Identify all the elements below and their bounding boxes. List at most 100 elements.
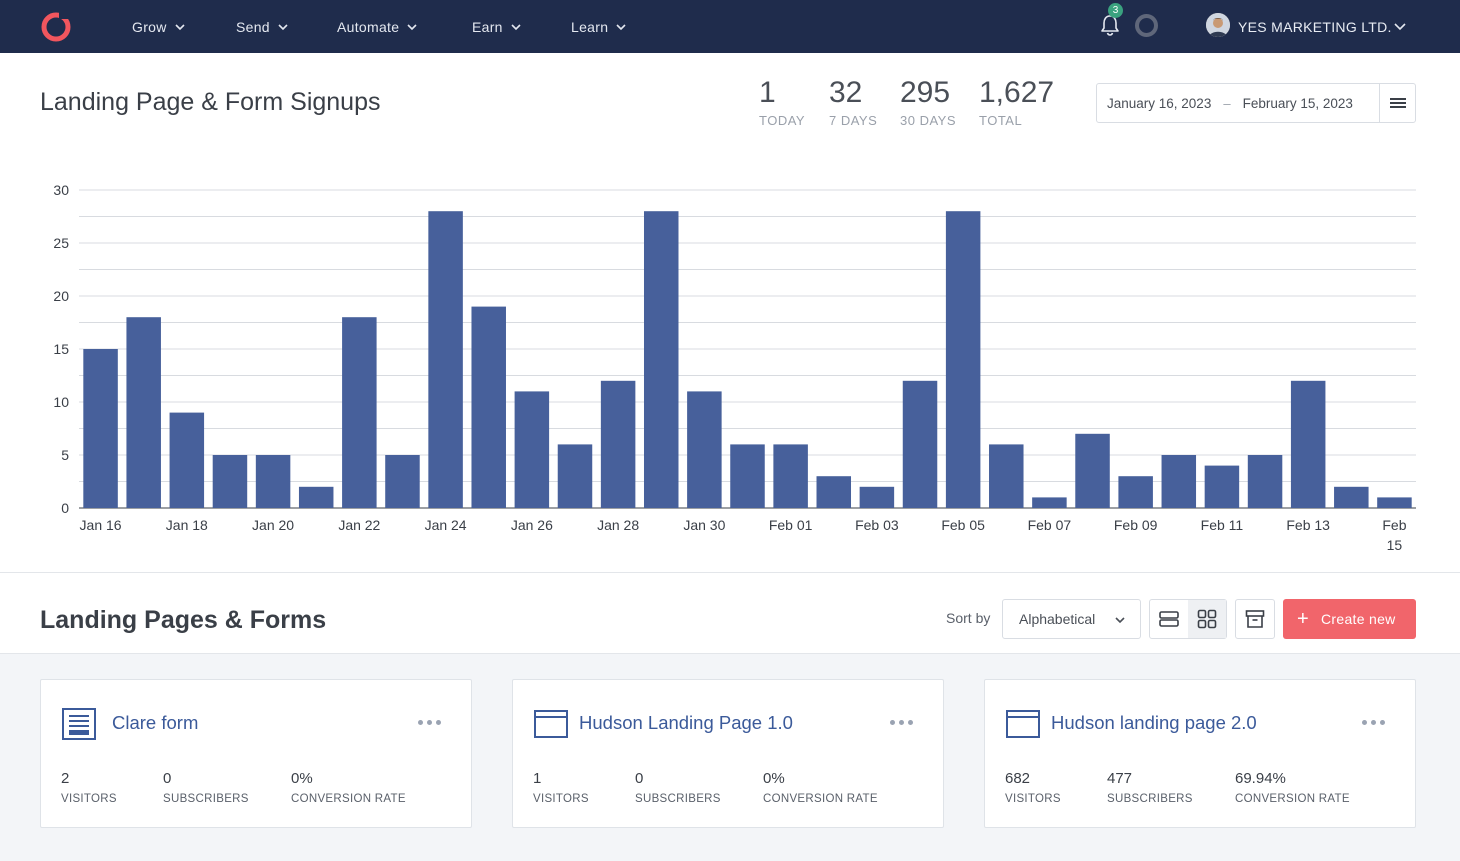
bar [1247,455,1283,508]
form-icon [62,708,96,740]
bar [687,391,722,508]
metric-label: CONVERSION RATE [763,793,878,805]
metric-label: VISITORS [1005,793,1061,805]
y-tick-label: 0 [61,500,69,516]
bar [1290,380,1326,508]
subscribers-metric: 477 SUBSCRIBERS [1107,770,1193,805]
chevron-down-icon [511,23,521,30]
nav-item-label: Learn [571,18,609,35]
bar [1204,465,1240,508]
signups-bar-chart: 0 5 10 15 20 25 30 Jan 16 Jan 18 Jan 20 Jan 22 Jan … [53,182,1416,553]
create-new-label: Create new [1320,611,1396,627]
x-tick-label: Jan 18 [166,517,208,533]
stat-label: 7 DAYS [829,113,878,128]
stat-today: 1 TODAY [759,76,805,128]
y-tick-label: 10 [53,394,69,410]
visitors-metric: 682 VISITORS [1005,770,1061,805]
date-start: January 16, 2023 [1107,95,1212,111]
chevron-down-icon [175,23,185,30]
more-options-icon[interactable] [418,720,441,725]
more-options-icon[interactable] [890,720,913,725]
x-tick-label: Jan 24 [425,517,467,533]
metric-value: 0% [291,770,313,787]
nav-item-earn[interactable]: Earn [472,0,522,53]
x-tick-label: Feb 15 [1382,517,1406,553]
subscribers-metric: 0 SUBSCRIBERS [163,770,249,805]
x-tick-label: Feb 01 [769,517,813,533]
x-tick-label: Feb 09 [1114,517,1158,533]
person-icon [1206,13,1230,37]
x-tick-label: Jan 28 [597,517,639,533]
bar [600,380,636,508]
card-title[interactable]: Hudson Landing Page 1.0 [579,712,793,733]
list-view-icon [1159,611,1179,627]
bar [1161,455,1197,508]
metric-value: 477 [1107,770,1133,787]
bar [859,486,895,508]
stat-label: 30 DAYS [900,113,957,128]
metric-label: SUBSCRIBERS [1107,793,1193,805]
conversion-rate-metric: 69.94% CONVERSION RATE [1235,770,1350,805]
page-card[interactable]: Clare form 2 VISITORS 0 SUBSCRIBERS 0% C… [40,679,472,828]
card-title[interactable]: Clare form [112,712,199,733]
page-title: Landing Page & Form Signups [40,88,381,116]
nav-item-send[interactable]: Send [236,0,289,53]
more-options-icon[interactable] [1362,720,1385,725]
chevron-down-icon [407,23,417,30]
bar [1334,486,1369,508]
nav-item-grow[interactable]: Grow [132,0,186,53]
stat-value: 1 [759,76,776,109]
y-tick-label: 30 [53,182,69,198]
nav-item-automate[interactable]: Automate [337,0,418,53]
x-tick-label: Jan 30 [683,517,725,533]
date-range-menu-button[interactable] [1379,84,1415,122]
metric-value: 0 [163,770,172,787]
archive-button[interactable] [1235,599,1275,639]
x-tick-label: Feb 13 [1286,517,1330,533]
metric-label: VISITORS [533,793,589,805]
plus-icon: + [1297,608,1309,630]
sort-select[interactable]: Alphabetical [1002,599,1141,639]
status-ring-icon[interactable] [1135,14,1158,37]
metric-label: CONVERSION RATE [1235,793,1350,805]
page-card[interactable]: Hudson Landing Page 1.0 1 VISITORS 0 SUB… [512,679,944,828]
stat-label: TODAY [759,113,806,128]
avatar[interactable] [1206,13,1230,37]
bar [255,455,291,508]
hamburger-menu-icon [1389,98,1406,108]
y-tick-label: 15 [53,341,69,357]
brand-logo-icon[interactable] [40,10,72,42]
date-range-picker[interactable]: January 16, 2023 – February 15, 2023 [1096,83,1416,123]
card-title[interactable]: Hudson landing page 2.0 [1051,712,1257,733]
nav-item-learn[interactable]: Learn [571,0,627,53]
create-new-button[interactable]: + Create new [1283,599,1416,639]
metric-value: 0 [635,770,644,787]
stat-label: TOTAL [979,113,1023,128]
stat-value: 295 [900,76,951,109]
nav-item-label: Send [236,18,270,35]
chevron-down-icon[interactable] [1393,19,1407,33]
view-toggle [1149,599,1227,639]
account-menu[interactable]: YES MARKETING LTD. [1238,0,1392,53]
y-tick-label: 20 [53,288,69,304]
list-view-button[interactable] [1150,600,1188,638]
grid-view-button[interactable] [1188,600,1226,638]
visitors-metric: 2 VISITORS [61,770,117,805]
conversion-rate-metric: 0% CONVERSION RATE [291,770,406,805]
bar [643,211,679,508]
bar [1377,497,1412,508]
metric-value: 682 [1005,770,1031,787]
x-tick-label: Feb 03 [855,517,899,533]
page-card[interactable]: Hudson landing page 2.0 682 VISITORS 477… [984,679,1416,828]
notification-badge: 3 [1108,3,1123,18]
bar [816,476,852,508]
bar [471,306,506,508]
grid-view-icon [1197,609,1217,629]
stat-total: 1,627 TOTAL [979,76,1054,128]
metric-value: 0% [763,770,785,787]
x-tick-label: Jan 22 [338,517,380,533]
conversion-rate-metric: 0% CONVERSION RATE [763,770,878,805]
top-nav-bar: Grow Send Automate Earn Learn 3 YES MARK… [0,0,1460,53]
sort-value: Alphabetical [1019,611,1096,627]
bar [1075,433,1110,508]
